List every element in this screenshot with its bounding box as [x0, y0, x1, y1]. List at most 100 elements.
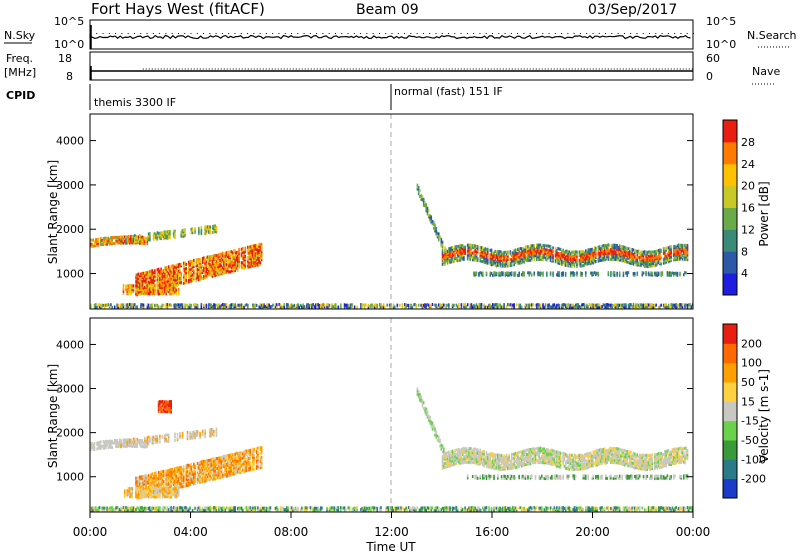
- range-gate-cell: [137, 272, 140, 276]
- range-gate-cell: [444, 258, 446, 262]
- range-gate-cell: [471, 246, 474, 250]
- range-gate-cell: [167, 486, 170, 490]
- range-gate-cell: [473, 273, 475, 277]
- range-gate-cell: [185, 472, 188, 476]
- range-gate-cell: [497, 305, 499, 309]
- noise-search-dot: [466, 33, 468, 34]
- range-gate-cell: [165, 274, 167, 278]
- range-gate-cell: [530, 273, 533, 277]
- range-gate-cell: [107, 439, 110, 443]
- range-gate-cell: [505, 252, 508, 256]
- range-gate-cell: [522, 271, 524, 275]
- range-gate-cell: [552, 250, 554, 254]
- range-gate-cell: [473, 255, 475, 259]
- range-gate-cell: [140, 439, 142, 443]
- range-gate-cell: [179, 471, 181, 475]
- range-gate-cell: [257, 245, 259, 249]
- range-gate-cell: [90, 244, 92, 248]
- range-gate-cell: [159, 478, 161, 482]
- range-gate-cell: [514, 273, 517, 277]
- range-gate-cell: [470, 243, 473, 247]
- range-gate-cell: [495, 303, 498, 307]
- range-gate-cell: [557, 251, 559, 255]
- range-gate-cell: [657, 271, 660, 275]
- range-gate-cell: [136, 439, 139, 443]
- range-gate-cell: [252, 258, 254, 262]
- range-gate-cell: [155, 485, 157, 489]
- range-gate-cell: [503, 264, 505, 268]
- range-gate-cell: [218, 464, 220, 468]
- range-gate-cell: [551, 251, 553, 255]
- range-gate-cell: [557, 305, 559, 309]
- range-gate-cell: [363, 305, 366, 309]
- range-gate-cell: [573, 250, 576, 254]
- range-gate-cell: [165, 236, 167, 240]
- range-gate-cell: [150, 305, 152, 309]
- range-gate-cell: [206, 464, 209, 468]
- range-gate-cell: [419, 195, 421, 199]
- range-gate-cell: [425, 205, 428, 209]
- range-gate-cell: [518, 261, 520, 265]
- range-gate-cell: [181, 303, 184, 307]
- range-gate-cell: [644, 252, 646, 256]
- range-gate-cell: [193, 480, 195, 484]
- range-gate-cell: [211, 257, 214, 261]
- range-gate-cell: [195, 262, 198, 266]
- range-gate-cell: [502, 271, 504, 275]
- range-gate-cell: [166, 469, 169, 473]
- range-gate-cell: [195, 258, 198, 262]
- range-gate-cell: [219, 272, 221, 276]
- range-gate-cell: [226, 262, 229, 266]
- range-gate-cell: [213, 465, 215, 469]
- range-gate-cell: [174, 432, 176, 436]
- range-gate-cell: [652, 261, 655, 265]
- range-gate-cell: [571, 258, 573, 262]
- range-gate-cell: [422, 198, 425, 202]
- range-gate-cell: [249, 452, 252, 456]
- range-gate-cell: [214, 263, 216, 267]
- range-gate-cell: [523, 256, 526, 260]
- range-gate-cell: [557, 255, 559, 259]
- range-gate-cell: [445, 258, 448, 262]
- range-gate-cell: [244, 455, 247, 459]
- range-gate-cell: [443, 303, 445, 307]
- range-gate-cell: [233, 263, 235, 267]
- range-gate-cell: [515, 248, 518, 252]
- range-gate-cell: [483, 303, 485, 307]
- range-gate-cell: [209, 257, 211, 261]
- range-gate-cell: [651, 303, 654, 307]
- range-gate-cell: [187, 270, 190, 274]
- range-gate-cell: [220, 457, 223, 461]
- range-gate-cell: [632, 248, 635, 252]
- range-gate-cell: [208, 227, 210, 231]
- range-gate-cell: [236, 268, 239, 272]
- freq-right-label: Nave: [752, 65, 780, 78]
- range-gate-cell: [588, 256, 591, 260]
- range-gate-cell: [199, 258, 201, 262]
- range-gate-cell: [145, 280, 147, 284]
- range-gate-cell: [151, 284, 154, 288]
- range-gate-cell: [652, 259, 655, 263]
- range-gate-cell: [177, 468, 180, 472]
- range-gate-cell: [238, 464, 240, 468]
- range-gate-cell: [640, 259, 642, 263]
- range-gate-cell: [479, 259, 482, 263]
- range-gate-cell: [579, 261, 582, 265]
- range-gate-cell: [664, 303, 666, 307]
- range-gate-cell: [170, 482, 172, 486]
- range-gate-cell: [297, 305, 299, 309]
- range-gate-cell: [437, 236, 440, 240]
- range-gate-cell: [463, 251, 465, 255]
- range-gate-cell: [127, 493, 130, 497]
- range-gate-cell: [249, 462, 252, 466]
- range-gate-cell: [527, 257, 529, 261]
- range-gate-cell: [169, 303, 171, 307]
- range-gate-cell: [235, 451, 238, 455]
- range-gate-cell: [184, 303, 186, 307]
- range-gate-cell: [136, 278, 139, 282]
- range-gate-cell: [346, 303, 348, 307]
- range-gate-cell: [430, 217, 433, 221]
- range-gate-cell: [512, 257, 514, 261]
- range-gate-cell: [146, 439, 149, 443]
- range-gate-cell: [304, 305, 307, 309]
